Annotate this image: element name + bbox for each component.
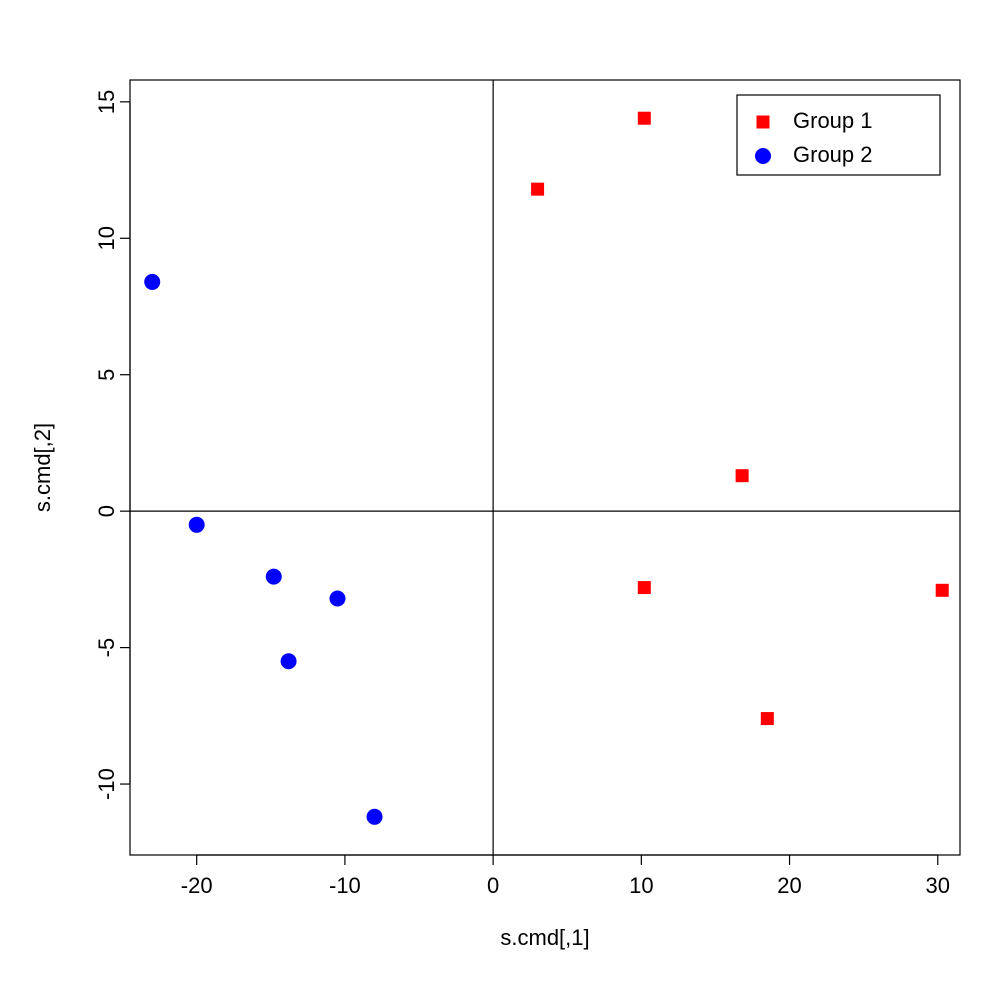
x-tick-label: 30 — [926, 873, 950, 898]
point-square — [936, 584, 949, 597]
y-tick-label: 10 — [94, 226, 119, 250]
legend-label: Group 2 — [793, 142, 873, 167]
y-tick-label: 0 — [94, 505, 119, 517]
legend-marker-circle — [755, 148, 771, 164]
point-circle — [281, 653, 297, 669]
point-square — [638, 581, 651, 594]
x-tick-label: 0 — [487, 873, 499, 898]
x-tick-label: -20 — [181, 873, 213, 898]
x-axis-title: s.cmd[,1] — [500, 925, 589, 950]
legend-label: Group 1 — [793, 108, 873, 133]
y-tick-label: -10 — [94, 768, 119, 800]
point-square — [638, 112, 651, 125]
point-circle — [367, 809, 383, 825]
point-circle — [266, 569, 282, 585]
x-tick-label: 20 — [777, 873, 801, 898]
x-tick-label: 10 — [629, 873, 653, 898]
point-circle — [330, 590, 346, 606]
y-tick-label: -5 — [94, 638, 119, 658]
x-tick-label: -10 — [329, 873, 361, 898]
scatter-plot: -20 -10 0 10 20 30 s.cmd[,1] -10 -5 0 5 10 15 s.cmd[,… — [0, 0, 1008, 1008]
point-square — [531, 183, 544, 196]
point-square — [736, 469, 749, 482]
y-axis-title: s.cmd[,2] — [30, 423, 55, 512]
y-tick-label: 15 — [94, 90, 119, 114]
point-circle — [144, 274, 160, 290]
legend-marker-square — [757, 116, 770, 129]
point-circle — [189, 517, 205, 533]
y-tick-label: 5 — [94, 369, 119, 381]
point-square — [761, 712, 774, 725]
